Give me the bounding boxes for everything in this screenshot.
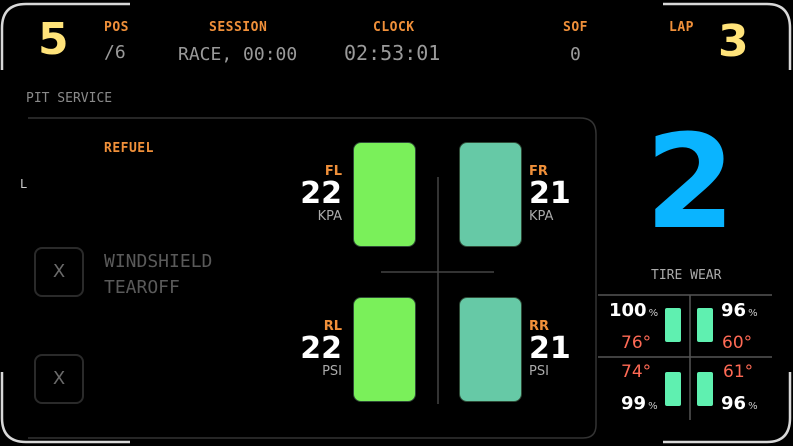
fr-label: FR (529, 164, 548, 179)
fr-wear-bar (697, 308, 713, 342)
rr-pressure: 21 (529, 331, 571, 366)
tearoff-toggle-button[interactable]: X (34, 247, 84, 297)
rr-temp: 61° (723, 362, 754, 382)
fr-wear-pct: 96% (721, 300, 758, 321)
rl-info: RL 22 PSI (300, 319, 342, 379)
fl-wear-bar (665, 308, 681, 342)
fr-temp: 60° (722, 333, 753, 353)
lap-label: LAP (669, 20, 694, 35)
rr-wear-value: 96 (721, 393, 747, 414)
gear-backdrop (598, 173, 791, 273)
rr-label: RR (529, 319, 550, 334)
lap-number: 3 (718, 16, 749, 67)
clock-value: 02:53:01 (344, 41, 441, 65)
position-number: 5 (38, 14, 69, 65)
rl-wear-unit: % (648, 401, 658, 412)
pit-service-title: PIT SERVICE (26, 91, 113, 106)
rr-info: RR 21 PSI (529, 319, 571, 379)
rl-temp: 74° (621, 362, 652, 382)
option-toggle-button[interactable]: X (34, 354, 84, 404)
rl-label: RL (323, 319, 342, 334)
rl-wear-pct: 99% (621, 393, 658, 414)
fl-temp: 76° (621, 333, 652, 353)
tire-front-right[interactable] (459, 142, 522, 247)
fl-wear-pct: 100% (609, 300, 658, 321)
fr-pressure: 21 (529, 176, 571, 211)
pos-label: POS (104, 20, 129, 35)
tire-front-left[interactable] (353, 142, 416, 247)
gear-indicator: 2 (645, 106, 736, 258)
pos-value: /6 (104, 42, 126, 63)
fr-wear-value: 96 (721, 300, 747, 321)
fl-unit: KPA (317, 209, 342, 224)
rr-unit: PSI (529, 364, 549, 379)
tire-rear-left[interactable] (353, 297, 416, 402)
rl-pressure: 22 (300, 331, 342, 366)
tire-rear-right[interactable] (459, 297, 522, 402)
tire-wear-title: TIRE WEAR (651, 268, 722, 283)
rl-unit: PSI (322, 364, 342, 379)
tearoff-line: TEAROFF (104, 277, 180, 298)
rr-wear-bar (697, 372, 713, 406)
rr-wear-pct: 96% (721, 393, 758, 414)
fr-unit: KPA (529, 209, 554, 224)
fl-info: FL 22 KPA (300, 164, 342, 224)
windshield-tearoff-label: WINDSHIELD TEAROFF (104, 249, 212, 301)
fl-wear-unit: % (648, 308, 659, 319)
refuel-label[interactable]: REFUEL (104, 141, 154, 156)
rr-wear-unit: % (748, 401, 758, 412)
rl-wear-value: 99 (621, 393, 647, 414)
fl-label: FL (324, 164, 342, 179)
session-label: SESSION (209, 20, 268, 35)
x-icon: X (52, 261, 66, 282)
fr-wear-unit: % (748, 308, 758, 319)
x-icon: X (52, 368, 66, 389)
fl-pressure: 22 (300, 176, 342, 211)
side-marker: L (20, 177, 28, 191)
clock-label: CLOCK (373, 20, 415, 35)
session-value: RACE, 00:00 (178, 44, 298, 65)
fr-info: FR 21 KPA (529, 164, 571, 224)
fl-wear-value: 100 (609, 300, 647, 321)
windshield-line: WINDSHIELD (104, 251, 213, 272)
rl-wear-bar (665, 372, 681, 406)
sof-label: SOF (563, 20, 588, 35)
sof-value: 0 (570, 44, 581, 65)
